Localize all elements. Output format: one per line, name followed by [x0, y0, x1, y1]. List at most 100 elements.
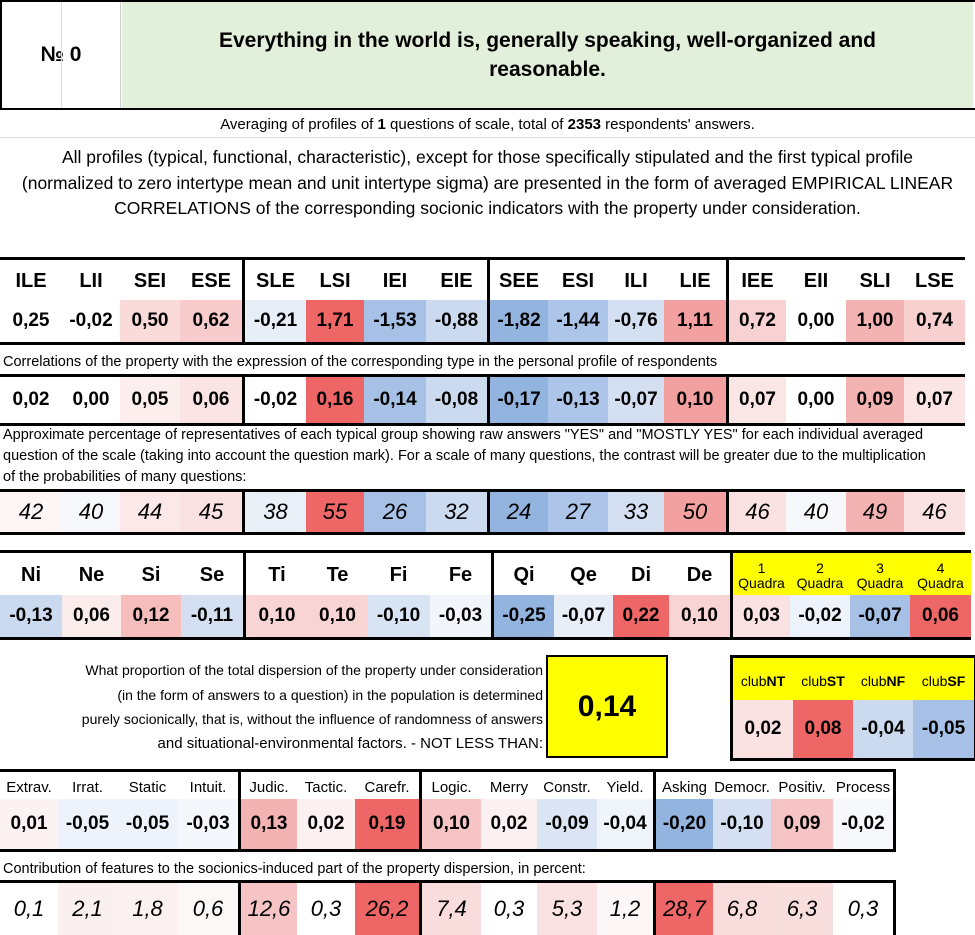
trait-label: Process — [835, 778, 891, 796]
type-profile-value: 0,74 — [904, 300, 965, 342]
title-block — [0, 0, 975, 110]
function-value: -0,25 — [491, 595, 554, 637]
trait-contrib-value: 0,1 — [0, 883, 58, 935]
club-label: club NF — [853, 658, 913, 703]
type-label: SLE — [242, 260, 306, 303]
trait-contrib-value: 26,2 — [355, 883, 419, 935]
type-label: SEE — [487, 260, 548, 303]
quadra-value: 0,03 — [730, 595, 790, 637]
quadra-word: Quadra — [856, 574, 904, 591]
type-label: LSI — [319, 270, 351, 292]
quadra-value: 0,06 — [910, 595, 971, 637]
quadra-number: 4 — [936, 559, 945, 576]
type-pct-value: 55 — [306, 492, 364, 532]
type-label: SLI — [859, 270, 891, 292]
type-corr-value: 0,00 — [62, 377, 120, 423]
trait-value: 0,02 — [481, 799, 537, 849]
page-title: Everything in the world is, generally sp… — [219, 29, 876, 81]
quadra-number: 3 — [876, 559, 884, 576]
dispersion-line: and situational-environmental factors. -… — [157, 734, 543, 752]
trait-value: -0,09 — [537, 799, 597, 849]
type-profile-value: 1,71 — [306, 300, 364, 342]
club-value: 0,08 — [793, 700, 853, 758]
type-profile-row: 0,25 -0,02 0,50 0,62 -0,21 1,71 -1,53 -0,88 -1,8… — [0, 300, 965, 345]
type-profile-value: -0,88 — [426, 300, 487, 342]
pct-note-text: Approximate percentage of representative… — [3, 427, 926, 485]
type-label: ILI — [624, 270, 648, 292]
trait-contrib-value: 0,3 — [481, 883, 537, 935]
function-value: 0,10 — [669, 595, 730, 637]
function-label: Qe — [570, 564, 597, 586]
trait-value: 0,01 — [0, 799, 58, 849]
type-profile-value: 0,25 — [0, 300, 62, 342]
type-profile-value: -1,44 — [548, 300, 608, 342]
function-value: 0,10 — [243, 595, 308, 637]
trait-value-row: 0,01 -0,05 -0,05 -0,03 0,13 0,02 0,19 0,10 0,02-… — [0, 799, 896, 852]
club-value-row: 0,02 0,08 -0,04 -0,05 — [730, 700, 975, 761]
trait-value: -0,03 — [178, 799, 238, 849]
type-label: EIE — [440, 270, 473, 292]
trait-label: Democr. — [714, 778, 770, 796]
club-value: 0,02 — [733, 700, 793, 758]
function-value-row: -0,13 0,06 0,12 -0,11 0,10 0,10 -0,10 -0,03 -0,2… — [0, 595, 971, 640]
trait-contrib-value: 6,3 — [771, 883, 833, 935]
trait-value: 0,02 — [297, 799, 355, 849]
type-pct-value: 44 — [120, 492, 180, 532]
function-label: Ti — [243, 553, 308, 598]
club-value: -0,05 — [913, 700, 974, 758]
quadra-word: Quadra — [917, 574, 964, 591]
trait-label: Merry — [489, 778, 529, 796]
club-value: -0,04 — [853, 700, 913, 758]
trait-label: Carefr. — [364, 778, 410, 796]
trait-value: -0,05 — [117, 799, 178, 849]
type-pct-value: 49 — [846, 492, 904, 532]
club-code: SF — [947, 672, 966, 689]
function-label: Fi — [389, 564, 408, 586]
quadra-label: 2 Quadra — [790, 553, 850, 598]
club-prefix: club — [740, 672, 767, 689]
trait-value: 0,09 — [771, 799, 833, 849]
type-pct-value: 27 — [548, 492, 608, 532]
contrib-note-text: Contribution of features to the socionic… — [3, 861, 586, 877]
type-corr-value: 0,00 — [786, 377, 846, 423]
type-pct-value: 26 — [364, 492, 426, 532]
club-label: club NT — [733, 658, 793, 703]
club-prefix: club — [921, 672, 948, 689]
quadra-label: 3 Quadra — [850, 553, 910, 598]
trait-label: Positiv. — [778, 778, 826, 796]
trait-contrib-value: 0,6 — [178, 883, 238, 935]
quadra-label: 4 Quadra — [910, 553, 971, 598]
trait-label: Intuit. — [189, 778, 227, 796]
function-label: Ni — [21, 564, 41, 586]
type-profile-value: -0,21 — [242, 300, 306, 342]
type-profile-value: 0,62 — [180, 300, 242, 342]
function-value: 0,06 — [62, 595, 121, 637]
contrib-note: Contribution of features to the socionic… — [3, 859, 586, 880]
function-header-row: Ni Ne Si Se Ti Te Fi Fe Qi Qe Di De 1 Quadra 2 Quadra 3 Q… — [0, 550, 971, 598]
dispersion-line: purely socionically, that is, without th… — [81, 711, 543, 727]
dispersion-line: What proportion of the total dispersion … — [85, 662, 543, 678]
corr-note: Correlations of the property with the ex… — [3, 352, 717, 373]
type-profile-value: 1,11 — [664, 300, 726, 342]
type-pct-value: 46 — [904, 492, 965, 532]
trait-header-row: Extrav. Irrat. Static Intuit. Judic. Tactic. C… — [0, 769, 896, 802]
type-corr-value: 0,07 — [904, 377, 965, 423]
type-profile-value: -1,53 — [364, 300, 426, 342]
trait-label: Static — [128, 778, 167, 796]
type-label: LIE — [679, 270, 711, 292]
type-corr-row: 0,02 0,00 0,05 0,06 -0,02 0,16 -0,14 -0,08 -0,17… — [0, 374, 965, 426]
quadra-value: -0,07 — [850, 595, 910, 637]
function-label: Qi — [491, 553, 554, 598]
function-value: 0,12 — [121, 595, 181, 637]
type-pct-value: 40 — [786, 492, 846, 532]
trait-value: 0,10 — [419, 799, 481, 849]
averaging-prefix: Averaging of profiles of — [220, 116, 378, 133]
type-label: IEE — [726, 260, 786, 303]
function-label: Se — [199, 564, 225, 586]
trait-contrib-value: 5,3 — [537, 883, 597, 935]
dispersion-value: 0,14 — [577, 689, 637, 723]
type-corr-value: 0,09 — [846, 377, 904, 423]
type-label: LII — [79, 270, 103, 292]
trait-contrib-value: 12,6 — [238, 883, 297, 935]
type-corr-value: 0,06 — [180, 377, 242, 423]
